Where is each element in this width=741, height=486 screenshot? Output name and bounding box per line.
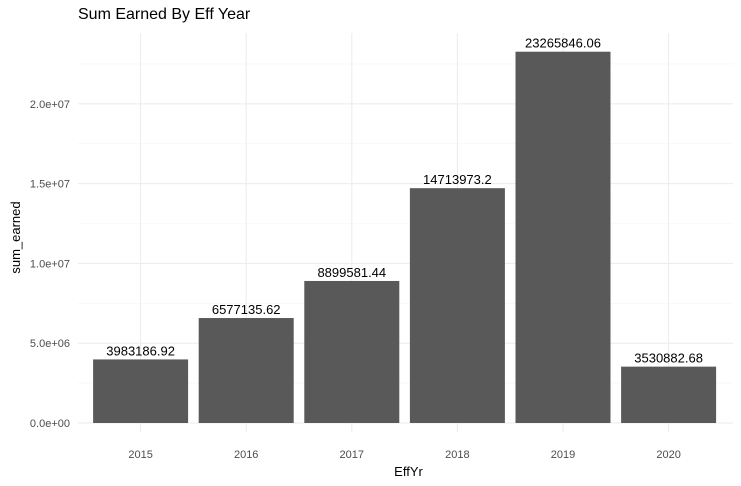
y-tick-label: 1.0e+07 [30,258,70,270]
x-axis-ticks: 2015 2016 2017 2018 2019 2020 [128,449,680,461]
data-label-2019: 23265846.06 [525,36,601,51]
x-tick-label-2017: 2017 [340,449,364,461]
bar-2018 [409,188,505,423]
data-label-2017: 8899581.44 [317,265,386,280]
x-tick-label-2016: 2016 [234,449,258,461]
bar-2015 [93,359,189,423]
x-tick-label-2019: 2019 [551,449,575,461]
bar-2020 [621,366,717,423]
data-labels: 3983186.92 6577135.62 8899581.44 14713973.2… [106,36,703,366]
y-axis-title: sum_earned [8,201,23,273]
y-tick-label: 5.0e+06 [30,338,70,350]
x-tick-label-2020: 2020 [656,449,680,461]
y-axis-ticks: 0.0e+00 5.0e+06 1.0e+07 1.5e+07 2.0e+07 [30,99,70,430]
x-axis-title: EffYr [394,464,423,479]
x-tick-label-2018: 2018 [445,449,469,461]
data-label-2018: 14713973.2 [423,172,492,187]
bar-series [93,51,717,423]
bar-2017 [304,280,400,423]
data-label-2016: 6577135.62 [212,302,281,317]
data-label-2020: 3530882.68 [634,351,703,366]
x-tick-label-2015: 2015 [128,449,152,461]
data-label-2015: 3983186.92 [106,343,175,358]
bar-2019 [515,51,611,423]
y-tick-label: 2.0e+07 [30,99,70,111]
y-tick-label: 1.5e+07 [30,179,70,191]
chart-title: Sum Earned By Eff Year [78,6,251,23]
bar-2016 [198,318,294,423]
minor-gridlines [78,63,733,384]
y-tick-label: 0.0e+00 [30,418,70,430]
